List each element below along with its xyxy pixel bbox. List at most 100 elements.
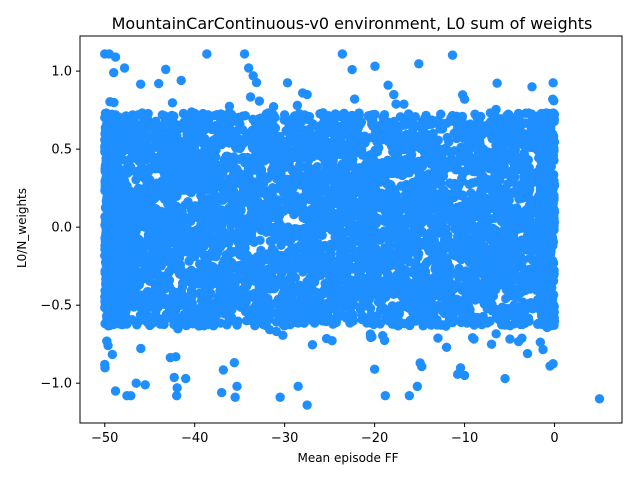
data-point bbox=[535, 337, 546, 347]
data-point bbox=[353, 227, 363, 238]
data-point bbox=[491, 329, 501, 339]
data-point bbox=[167, 98, 178, 108]
data-point bbox=[307, 165, 317, 175]
data-point bbox=[263, 254, 274, 264]
data-point bbox=[142, 286, 153, 297]
data-point bbox=[385, 241, 395, 252]
data-point bbox=[166, 114, 176, 124]
data-point bbox=[207, 124, 217, 135]
data-point bbox=[169, 372, 179, 383]
data-point bbox=[518, 130, 528, 140]
data-point bbox=[509, 300, 519, 310]
data-point bbox=[453, 269, 463, 279]
data-point bbox=[172, 120, 182, 130]
data-point bbox=[388, 286, 399, 296]
data-point bbox=[391, 312, 401, 322]
data-point bbox=[471, 177, 481, 187]
data-point bbox=[317, 230, 327, 241]
data-point bbox=[370, 61, 380, 71]
data-point bbox=[332, 309, 343, 320]
data-point bbox=[172, 390, 182, 401]
data-point bbox=[216, 109, 226, 119]
data-point bbox=[512, 292, 522, 302]
data-point bbox=[526, 236, 537, 246]
data-point bbox=[153, 184, 164, 194]
data-point bbox=[464, 257, 475, 267]
data-point bbox=[354, 136, 364, 147]
data-point bbox=[333, 233, 343, 243]
data-point bbox=[380, 207, 391, 217]
data-point bbox=[161, 64, 171, 75]
data-point bbox=[165, 230, 175, 241]
data-point bbox=[180, 121, 190, 132]
data-point bbox=[202, 298, 212, 309]
data-point bbox=[339, 108, 349, 119]
data-point bbox=[315, 109, 325, 119]
data-point bbox=[169, 192, 179, 203]
data-point bbox=[202, 49, 212, 59]
data-point bbox=[172, 383, 182, 393]
data-point bbox=[412, 381, 423, 392]
data-point bbox=[500, 156, 511, 166]
data-point bbox=[389, 89, 399, 100]
data-point bbox=[285, 319, 295, 330]
data-point bbox=[309, 277, 320, 287]
data-point bbox=[263, 108, 273, 118]
data-point bbox=[468, 265, 479, 275]
data-point bbox=[418, 321, 428, 331]
data-point bbox=[377, 157, 388, 168]
data-point bbox=[354, 110, 364, 120]
data-point bbox=[426, 153, 436, 164]
data-point bbox=[185, 304, 195, 314]
data-point bbox=[404, 390, 415, 401]
data-point bbox=[284, 191, 294, 202]
data-point bbox=[337, 191, 347, 202]
data-point bbox=[469, 319, 480, 329]
data-point bbox=[416, 188, 427, 198]
data-point bbox=[454, 180, 464, 190]
data-point bbox=[132, 320, 142, 330]
data-point bbox=[493, 196, 503, 207]
data-point bbox=[380, 390, 391, 401]
data-point bbox=[177, 247, 187, 258]
data-point bbox=[467, 332, 478, 343]
data-point bbox=[135, 79, 146, 89]
data-point bbox=[352, 171, 362, 182]
data-point bbox=[195, 274, 206, 284]
data-point bbox=[224, 101, 235, 112]
data-point bbox=[275, 310, 285, 320]
data-point bbox=[440, 163, 451, 173]
data-point bbox=[378, 330, 388, 341]
data-point bbox=[144, 151, 155, 161]
data-point bbox=[482, 225, 492, 235]
data-point bbox=[189, 269, 199, 279]
data-point bbox=[501, 293, 511, 304]
data-point bbox=[446, 217, 457, 227]
data-point bbox=[175, 185, 185, 196]
data-point bbox=[400, 139, 411, 149]
data-point bbox=[196, 243, 206, 253]
data-point bbox=[273, 296, 283, 307]
data-point bbox=[493, 311, 503, 322]
data-point bbox=[308, 120, 318, 131]
data-point bbox=[268, 120, 278, 130]
data-point bbox=[249, 177, 260, 187]
data-point bbox=[129, 302, 139, 312]
data-point bbox=[197, 236, 207, 246]
data-point bbox=[409, 214, 419, 225]
data-point bbox=[357, 145, 367, 155]
data-point bbox=[475, 136, 485, 147]
data-point bbox=[162, 294, 173, 304]
data-point bbox=[443, 317, 453, 328]
data-point bbox=[528, 255, 538, 265]
data-point bbox=[203, 274, 213, 285]
data-point bbox=[456, 190, 466, 201]
data-point bbox=[239, 49, 250, 59]
data-point bbox=[490, 213, 500, 223]
data-point bbox=[325, 250, 335, 261]
data-point bbox=[245, 92, 256, 102]
data-point bbox=[404, 298, 414, 308]
data-point bbox=[512, 162, 522, 172]
data-point bbox=[295, 281, 305, 292]
